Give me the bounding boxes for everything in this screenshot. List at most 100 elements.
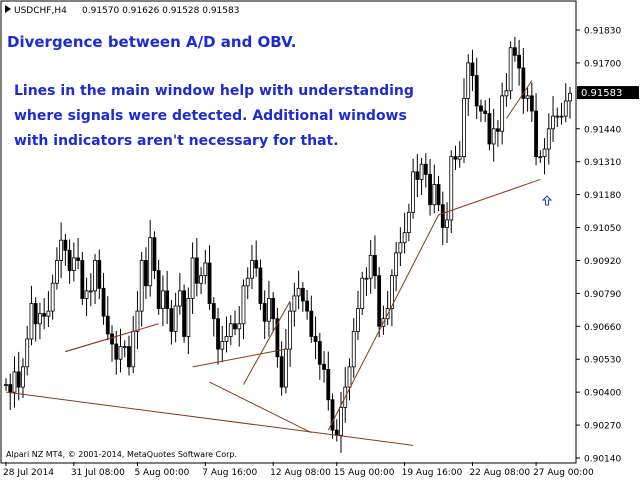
- candle-body: [479, 105, 483, 112]
- candle-body: [228, 323, 233, 337]
- candle-body: [165, 290, 170, 309]
- y-tick-label: 0.91180: [584, 191, 621, 201]
- candle-body: [21, 366, 25, 388]
- candle-body: [101, 287, 106, 317]
- x-tick-label: 31 Jul 08:00: [71, 468, 125, 478]
- candle-body: [339, 406, 343, 436]
- candles-layer: [4, 36, 572, 453]
- candle-body: [241, 285, 246, 325]
- candle-body: [148, 237, 153, 287]
- y-tick-label: 0.91310: [584, 158, 621, 168]
- candle-body: [8, 384, 13, 393]
- candle-body: [377, 275, 382, 327]
- candle-body: [12, 371, 17, 393]
- candle-body: [54, 260, 59, 284]
- candle-body: [114, 343, 119, 360]
- candle-body: [271, 298, 276, 320]
- x-tick-label: 12 Aug 08:00: [270, 468, 331, 478]
- candle-body: [334, 429, 339, 436]
- divergence-line: [327, 214, 439, 431]
- candle-body: [389, 275, 394, 309]
- candle-body: [525, 95, 530, 99]
- time-axis[interactable]: 28 Jul 2014 31 Jul 08:00 5 Aug 00:00 7 Aug …: [3, 462, 594, 478]
- candle-body: [559, 115, 564, 118]
- candle-body: [538, 156, 543, 159]
- candle-body: [292, 295, 297, 312]
- candle-body: [88, 290, 93, 293]
- price-axis[interactable]: 0.91830 0.91700 0.91440 0.91310 0.91180 0.910…: [576, 27, 621, 465]
- candle-body: [305, 300, 309, 312]
- candle-body: [4, 384, 8, 386]
- ohlc-label: 0.91570 0.91626 0.91528 0.91583: [82, 6, 239, 16]
- y-tick-label: 0.90400: [584, 389, 621, 399]
- candle-body: [67, 249, 72, 271]
- candle-body: [542, 148, 547, 158]
- x-tick-label: 27 Aug 00:00: [533, 468, 594, 478]
- candle-body: [156, 270, 161, 309]
- candle-body: [169, 308, 174, 332]
- candle-body: [267, 298, 271, 322]
- candle-body: [161, 290, 165, 309]
- x-tick-label: 28 Jul 2014: [3, 468, 54, 478]
- candle-body: [428, 173, 432, 206]
- candle-body: [402, 232, 407, 244]
- y-tick-label: 0.91050: [584, 224, 621, 234]
- divergence-line: [438, 178, 541, 216]
- annotation-title: Divergence between A/D and OBV.: [7, 33, 296, 51]
- candle-body: [360, 277, 365, 309]
- x-tick-label: 7 Aug 16:00: [202, 468, 257, 478]
- candle-body: [326, 368, 331, 401]
- candle-body: [309, 310, 314, 337]
- candle-body: [568, 92, 572, 102]
- candle-body: [296, 287, 301, 297]
- candle-body: [300, 287, 305, 302]
- candle-body: [190, 257, 195, 299]
- candle-body: [529, 95, 534, 112]
- candle-body: [373, 254, 377, 277]
- copyright-text: Alpari NZ MT4, © 2001-2014, MetaQuotes S…: [6, 450, 237, 459]
- candle-body: [233, 323, 237, 330]
- candle-body: [551, 115, 555, 130]
- candle-body: [457, 156, 462, 160]
- candle-body: [364, 277, 369, 280]
- current-price-label: 0.91583: [581, 88, 622, 99]
- y-tick-label: 0.91830: [584, 27, 621, 37]
- candle-body: [512, 47, 517, 56]
- candle-body: [194, 257, 199, 284]
- candle-body: [487, 113, 492, 145]
- candle-body: [517, 54, 522, 69]
- y-tick-label: 0.90140: [584, 455, 621, 465]
- candle-body: [330, 399, 335, 431]
- candle-body: [250, 260, 254, 279]
- candle-body: [216, 318, 220, 350]
- candle-body: [139, 260, 144, 312]
- candle-body: [508, 47, 513, 92]
- candle-body: [411, 171, 415, 213]
- y-tick-label: 0.90530: [584, 356, 621, 366]
- divergence-line: [5, 391, 414, 446]
- candle-body: [563, 100, 568, 117]
- candle-body: [322, 363, 326, 370]
- candle-body: [63, 239, 68, 251]
- candle-body: [29, 303, 34, 340]
- candle-body: [258, 267, 263, 304]
- candle-body: [470, 62, 475, 76]
- candle-body: [127, 346, 131, 368]
- y-tick-label: 0.90270: [584, 422, 621, 432]
- candle-body: [46, 310, 51, 317]
- divergence-line: [65, 335, 117, 353]
- candle-body: [105, 315, 110, 335]
- annotation-line-3: with indicators aren't necessary for tha…: [14, 133, 339, 149]
- candle-body: [415, 171, 420, 180]
- up-arrow-icon: [541, 195, 553, 206]
- candle-body: [394, 252, 399, 277]
- candle-body: [279, 356, 284, 388]
- candle-body: [182, 290, 187, 337]
- candle-body: [356, 308, 360, 332]
- candle-body: [50, 282, 55, 312]
- candle-body: [254, 260, 259, 269]
- x-tick-label: 19 Aug 16:00: [402, 468, 463, 478]
- candle-body: [504, 90, 509, 97]
